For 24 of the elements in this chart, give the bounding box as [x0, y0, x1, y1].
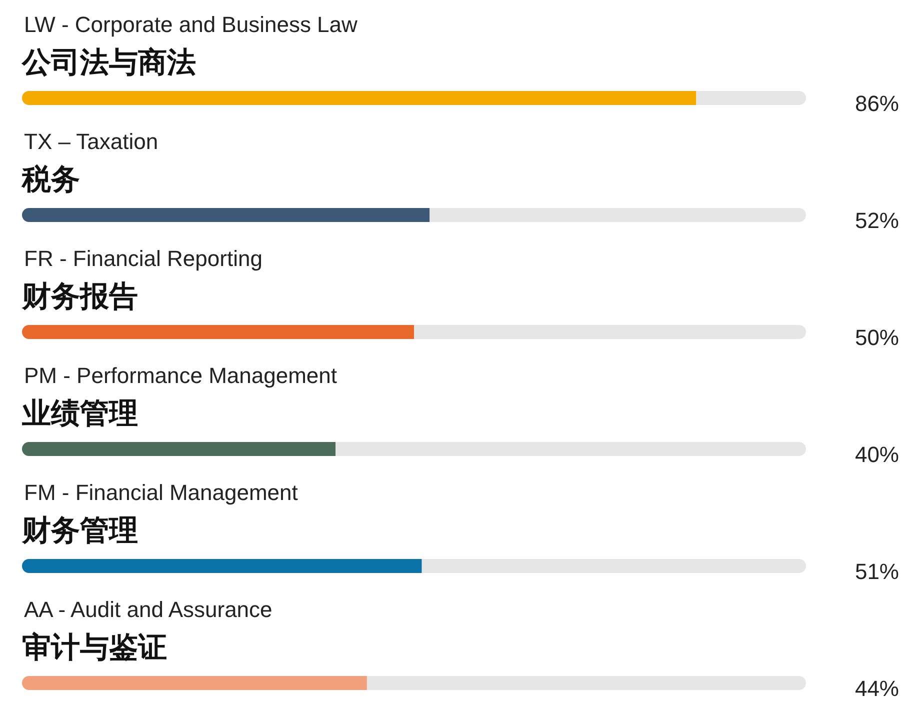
data-label: 52% — [854, 208, 899, 233]
bar — [414, 325, 806, 339]
y-tick-label: TX – Taxation 税务 — [21, 129, 158, 196]
y-tick-label: LW - Corporate and Business Law 公司法与商法 — [21, 12, 358, 79]
bar — [22, 325, 414, 339]
y-tick-label: PM - Performance Management 业绩管理 — [21, 363, 338, 430]
y-tick-label: FR - Financial Reporting 财务报告 — [21, 246, 262, 313]
data-label: 51% — [854, 559, 899, 584]
bar — [22, 676, 367, 690]
bar — [422, 559, 806, 573]
data-label: 40% — [854, 442, 899, 467]
bar — [22, 442, 336, 456]
y-tick-label: AA - Audit and Assurance 审计与鉴证 — [22, 597, 272, 664]
data-label: 44% — [854, 676, 899, 701]
bar — [22, 208, 430, 222]
bar — [336, 442, 806, 456]
bar — [22, 91, 696, 105]
bar — [22, 559, 422, 573]
bar — [366, 676, 806, 690]
y-tick-label: FM - Financial Management 财务管理 — [21, 480, 298, 547]
data-label: 86% — [854, 91, 899, 116]
bar — [430, 208, 806, 222]
data-label: 50% — [854, 325, 899, 350]
bar — [696, 91, 806, 105]
